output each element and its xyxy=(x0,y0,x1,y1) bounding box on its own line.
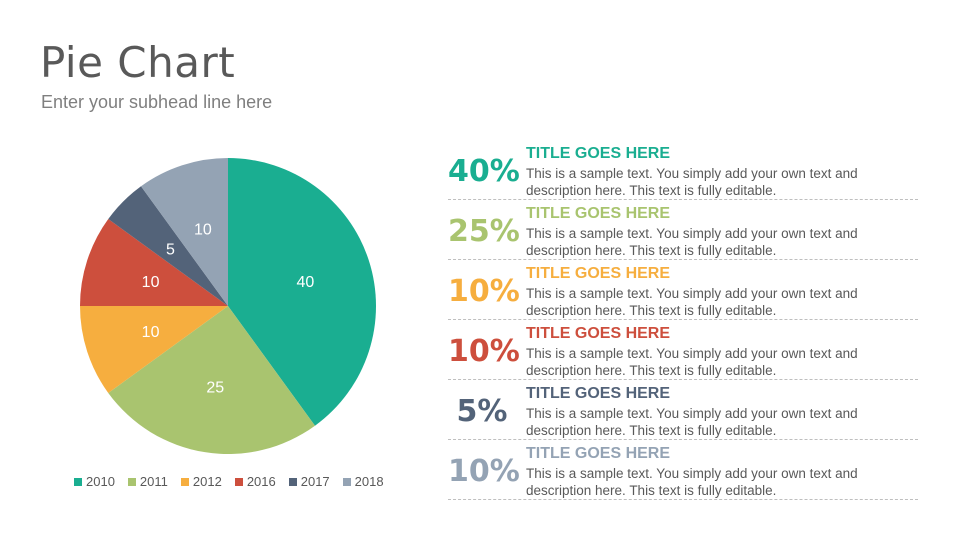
info-card: 25% TITLE GOES HERE This is a sample text.… xyxy=(448,200,918,260)
card-percent: 5% xyxy=(456,394,508,429)
legend-label: 2012 xyxy=(192,474,222,489)
info-card: 10% TITLE GOES HERE This is a sample text.… xyxy=(448,440,918,500)
info-card: 10% TITLE GOES HERE This is a sample text.… xyxy=(448,320,918,380)
page-subtitle: Enter your subhead line here xyxy=(41,92,273,112)
pie-slice-2016 xyxy=(80,219,228,306)
card-title: TITLE GOES HERE xyxy=(526,145,671,162)
info-card: 5% TITLE GOES HERE This is a sample text. … xyxy=(448,380,918,440)
card-title: TITLE GOES HERE xyxy=(526,385,671,402)
pie-slice-2012 xyxy=(80,306,228,393)
pie-data-label-2011: 25 xyxy=(206,379,224,396)
pie-data-label-2010: 40 xyxy=(297,274,315,291)
legend-swatch xyxy=(180,477,189,486)
legend-swatch xyxy=(127,477,136,486)
card-description: This is a sample text. You simply add yo… xyxy=(526,166,858,198)
legend-swatch xyxy=(74,477,82,486)
card-description: This is a sample text. You simply add yo… xyxy=(526,286,858,318)
legend-item-2010: 2010 xyxy=(74,474,115,489)
pie-slice-2010 xyxy=(228,158,377,426)
chart-legend: 2010 2011 2012 2016 2017 2018 xyxy=(74,474,384,489)
pie-data-label-2017: 5 xyxy=(166,241,175,258)
info-card: 10% TITLE GOES HERE This is a sample text.… xyxy=(448,260,918,320)
card-percent: 40% xyxy=(448,154,520,189)
legend-label: 2016 xyxy=(246,474,276,489)
legend-swatch xyxy=(288,477,297,486)
page-title: Pie Chart xyxy=(40,38,236,87)
pie-slice-2017 xyxy=(108,186,228,306)
card-title: TITLE GOES HERE xyxy=(526,205,671,222)
pie-data-label-2018: 10 xyxy=(194,222,212,239)
legend-swatch xyxy=(234,477,243,486)
legend-label: 2011 xyxy=(139,474,168,489)
card-percent: 10% xyxy=(448,454,520,489)
legend-label: 2017 xyxy=(300,474,330,489)
pie-chart: 40 25 10 10 5 10 xyxy=(80,158,377,455)
pie-data-label-2016: 10 xyxy=(142,274,160,291)
card-percent: 10% xyxy=(448,334,520,369)
legend-item-2018: 2018 xyxy=(342,474,384,489)
card-description: This is a sample text. You simply add yo… xyxy=(526,466,858,498)
legend-item-2012: 2012 xyxy=(180,474,222,489)
card-percent: 10% xyxy=(448,274,520,309)
card-title: TITLE GOES HERE xyxy=(526,445,671,462)
card-description: This is a sample text. You simply add yo… xyxy=(526,346,858,378)
card-title: TITLE GOES HERE xyxy=(526,325,671,342)
legend-label: 2010 xyxy=(86,474,115,489)
legend-item-2011: 2011 xyxy=(127,474,168,489)
legend-item-2016: 2016 xyxy=(234,474,276,489)
pie-slice-2011 xyxy=(108,306,315,455)
card-description: This is a sample text. You simply add yo… xyxy=(526,406,858,438)
legend-swatch xyxy=(342,477,351,486)
card-list: 40% TITLE GOES HERE This is a sample text.… xyxy=(448,140,918,500)
pie-data-label-2012: 10 xyxy=(142,324,160,341)
legend-label: 2018 xyxy=(354,474,384,489)
info-card: 40% TITLE GOES HERE This is a sample text.… xyxy=(448,140,918,200)
card-description: This is a sample text. You simply add yo… xyxy=(526,226,858,258)
legend-item-2017: 2017 xyxy=(288,474,330,489)
pie-slice-2018 xyxy=(141,158,228,306)
card-percent: 25% xyxy=(448,214,520,249)
card-title: TITLE GOES HERE xyxy=(526,265,671,282)
